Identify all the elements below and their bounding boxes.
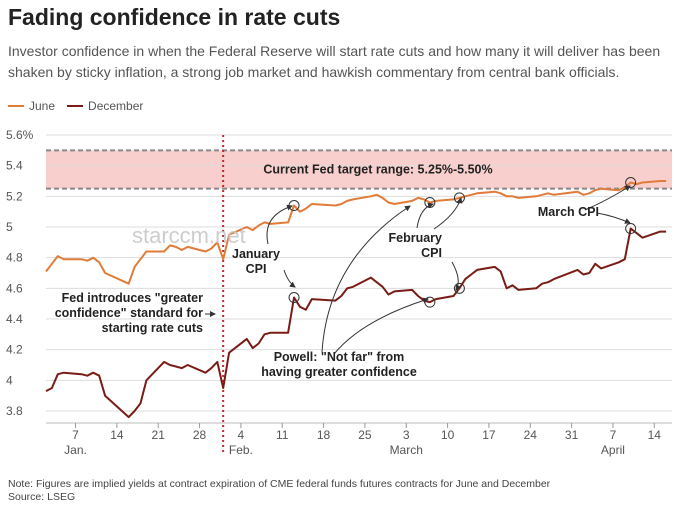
series-line-december xyxy=(45,227,667,419)
annotation-mar-cpi: March CPI xyxy=(538,205,599,219)
annotation-feb-cpi: February xyxy=(389,231,443,245)
annotation-jan-cpi: January xyxy=(232,247,280,261)
x-tick-label: 17 xyxy=(482,428,496,442)
annotation-leader-line xyxy=(333,297,429,355)
y-tick-label: 3.8 xyxy=(6,404,23,418)
x-tick-label: 28 xyxy=(193,428,207,442)
annotation-leader-line xyxy=(321,205,411,353)
annotation-leader-line xyxy=(433,197,463,230)
x-tick-label: 21 xyxy=(152,428,166,442)
annotation-powell: having greater confidence xyxy=(261,365,417,379)
annotation-fed-greater: confidence" standard for xyxy=(55,306,203,320)
x-tick-label: 18 xyxy=(317,428,331,442)
event-circle-december xyxy=(288,292,300,304)
chart-title: Fading confidence in rate cuts xyxy=(8,4,341,30)
annotation-leader-line xyxy=(416,202,434,229)
legend-item-december: December xyxy=(67,99,143,113)
x-tick-label: 14 xyxy=(110,428,124,442)
annotation-leader-line xyxy=(283,269,296,288)
x-tick-label: 11 xyxy=(276,428,289,442)
legend-label-june: June xyxy=(29,99,56,113)
target-range-label: Current Fed target range: 5.25%-5.50% xyxy=(263,163,492,177)
legend-swatch-june xyxy=(8,105,24,107)
legend-item-june: June xyxy=(8,99,55,113)
x-month-label: April xyxy=(601,443,625,457)
annotation-leader-line xyxy=(596,212,631,224)
y-tick-label: 4.4 xyxy=(6,312,23,326)
y-tick-label: 4 xyxy=(6,373,13,387)
y-tick-label: 4.2 xyxy=(6,343,23,357)
chart-subtitle: Investor confidence in when the Federal … xyxy=(8,43,661,80)
legend-label-december: December xyxy=(88,99,144,113)
x-tick-label: 3 xyxy=(403,428,410,442)
annotation-fed-greater: Fed introduces "greater xyxy=(62,291,204,305)
annotation-leader-line xyxy=(584,185,631,211)
chart-note: Note: Figures are implied yields at cont… xyxy=(8,478,551,490)
x-tick-label: 31 xyxy=(565,428,579,442)
series-line-june xyxy=(45,180,667,285)
y-tick-label: 5.2 xyxy=(6,189,23,203)
annotation-leader-line xyxy=(451,261,462,291)
x-tick-label: 7 xyxy=(610,428,617,442)
y-tick-label: 4.8 xyxy=(6,251,23,265)
target-range-band xyxy=(46,150,672,189)
x-tick-label: 24 xyxy=(524,428,538,442)
x-tick-label: 25 xyxy=(358,428,372,442)
x-tick-label: 4 xyxy=(238,428,245,442)
y-tick-label: 5 xyxy=(6,220,13,234)
chart-legend: June December xyxy=(8,99,155,113)
y-tick-label: 5.4 xyxy=(6,159,23,173)
annotation-feb-cpi: CPI xyxy=(421,246,442,260)
x-month-label: Feb. xyxy=(229,443,253,457)
annotation-jan-cpi: CPI xyxy=(246,262,267,276)
x-tick-label: 7 xyxy=(72,428,79,442)
y-tick-label: 5.6% xyxy=(6,128,34,142)
chart-source: Source: LSEG xyxy=(8,491,76,503)
annotation-fed-greater: starting rate cuts xyxy=(102,321,203,335)
legend-swatch-december xyxy=(67,105,84,107)
watermark: starccm.net xyxy=(132,223,246,248)
annotation-leader-line xyxy=(266,204,293,245)
event-circle-december xyxy=(453,282,465,294)
x-tick-label: 14 xyxy=(648,428,662,442)
y-tick-label: 4.6 xyxy=(6,281,23,295)
x-month-label: Jan. xyxy=(64,443,87,457)
x-month-label: March xyxy=(390,443,423,457)
annotation-powell: Powell: "Not far" from xyxy=(274,350,405,364)
x-tick-label: 10 xyxy=(441,428,455,442)
